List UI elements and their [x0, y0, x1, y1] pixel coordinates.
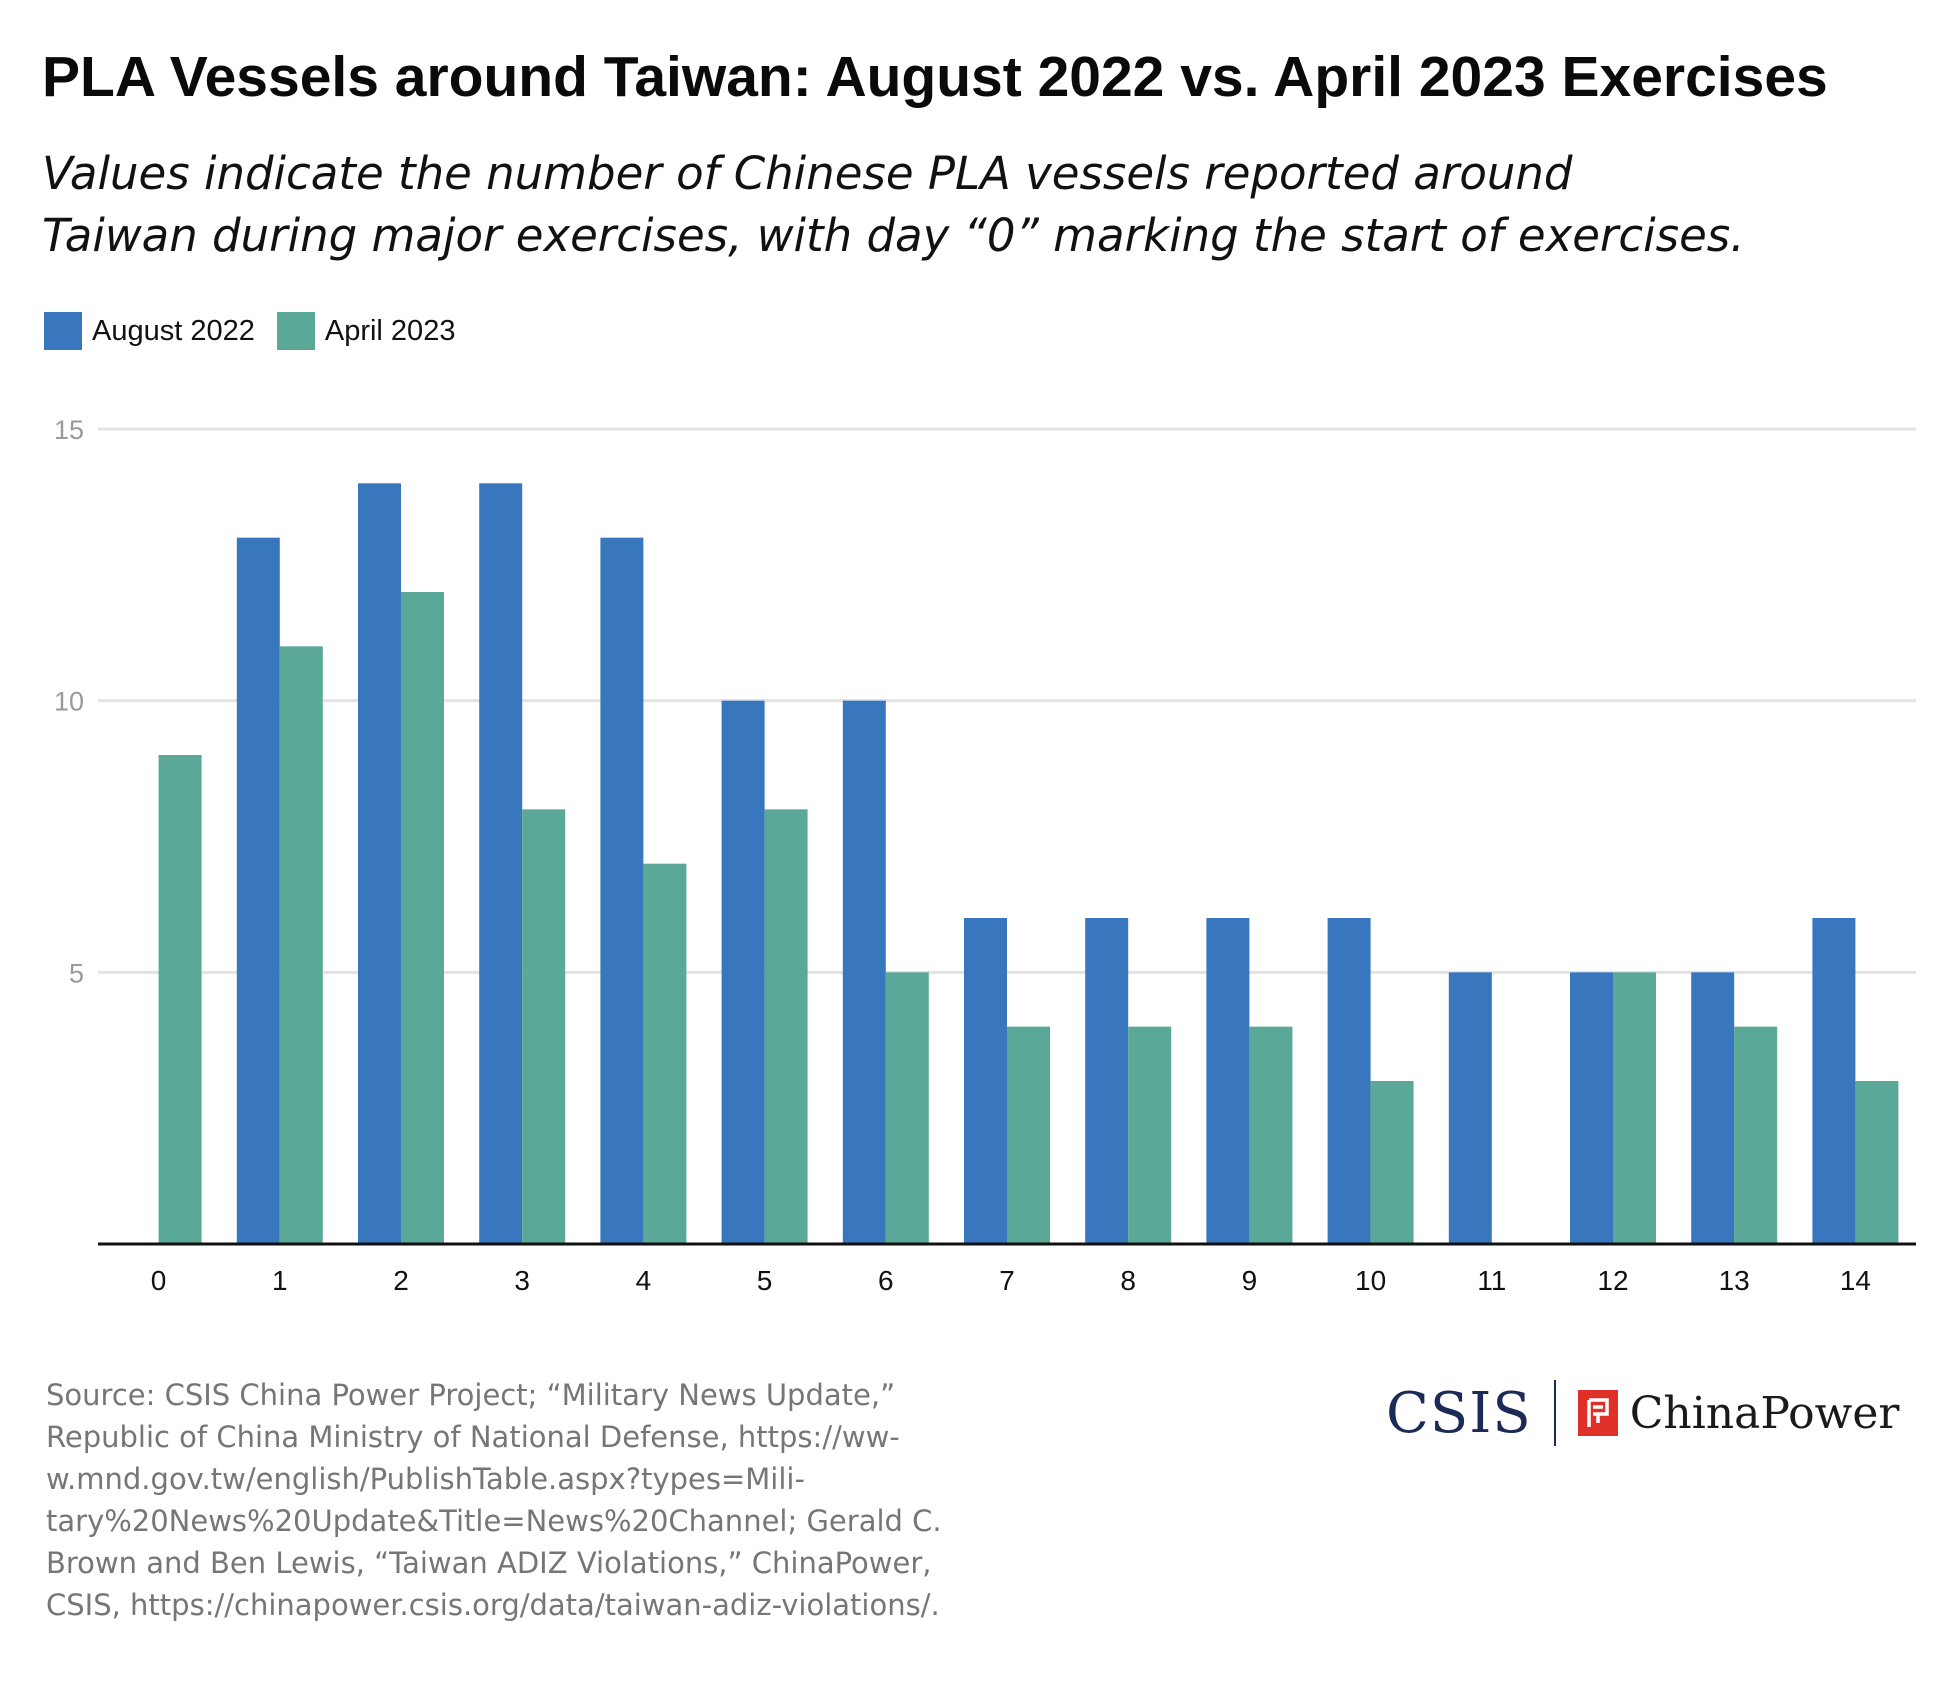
x-tick-label: 8: [1120, 1265, 1136, 1296]
bar-april-2023-day-4: [643, 863, 687, 1244]
bar-august-2022-day-6: [842, 700, 886, 1244]
csis-chinapower-logo: CSIS ChinaPower: [1386, 1378, 1899, 1448]
legend-item-april-2023: April 2023: [276, 312, 456, 350]
source-line-3: w.mnd.gov.tw/english/PublishTable.aspx?t…: [46, 1462, 805, 1496]
x-tick-label: 11: [1477, 1265, 1506, 1296]
chinapower-logo-text: ChinaPower: [1629, 1387, 1900, 1439]
bar-august-2022-day-4: [600, 537, 644, 1244]
bar-april-2023-day-6: [885, 972, 929, 1244]
legend-swatch-august-2022: [44, 312, 82, 350]
bar-april-2023-day-14: [1855, 1081, 1899, 1244]
x-tick-label: 12: [1597, 1265, 1628, 1296]
x-tick-label: 14: [1840, 1265, 1871, 1296]
subtitle-line-2: Taiwan during major exercises, with day …: [42, 209, 1745, 262]
x-tick-label: 4: [636, 1265, 652, 1296]
bar-april-2023-day-5: [764, 809, 808, 1244]
x-tick-label: 10: [1355, 1265, 1386, 1296]
x-tick-label: 13: [1719, 1265, 1750, 1296]
source-line-5: Brown and Ben Lewis, “Taiwan ADIZ Violat…: [46, 1546, 932, 1580]
bar-august-2022-day-14: [1812, 918, 1856, 1244]
bar-april-2023-day-8: [1128, 1026, 1172, 1244]
bar-august-2022-day-7: [964, 918, 1007, 1244]
bar-august-2022-day-2: [358, 483, 401, 1244]
x-tick-label: 6: [878, 1265, 894, 1296]
bar-august-2022-day-11: [1448, 972, 1492, 1244]
bar-april-2023-day-7: [1007, 1026, 1050, 1244]
x-tick-label: 7: [999, 1265, 1015, 1296]
subtitle-line-1: Values indicate the number of Chinese PL…: [42, 147, 1573, 200]
y-tick-label: 15: [54, 415, 84, 445]
x-tick-label: 1: [272, 1265, 288, 1296]
x-tick-label: 5: [757, 1265, 773, 1296]
bar-august-2022-day-5: [721, 700, 765, 1244]
y-tick-label: 5: [69, 958, 84, 988]
bar-april-2023-day-2: [401, 592, 444, 1244]
x-tick-label: 9: [1242, 1265, 1258, 1296]
legend-label-april-2023: April 2023: [324, 314, 456, 347]
bar-april-2023-day-10: [1370, 1081, 1414, 1244]
bar-august-2022-day-8: [1085, 918, 1129, 1244]
legend-label-august-2022: August 2022: [92, 314, 255, 347]
y-tick-label: 10: [54, 687, 84, 717]
chart-title: PLA Vessels around Taiwan: August 2022 v…: [42, 45, 1828, 109]
legend-item-august-2022: August 2022: [44, 312, 255, 350]
bar-april-2023-day-3: [522, 809, 566, 1244]
bar-august-2022-day-9: [1206, 918, 1250, 1244]
bar-april-2023-day-13: [1734, 1026, 1778, 1244]
source-line-4: tary%20News%20Update&Title=News%20Channe…: [46, 1504, 942, 1538]
chart-subtitle: Values indicate the number of Chinese PL…: [42, 143, 1922, 267]
bar-august-2022-day-10: [1327, 918, 1371, 1244]
source-line-6: CSIS, https://chinapower.csis.org/data/t…: [46, 1588, 940, 1622]
bar-april-2023-day-0: [158, 755, 202, 1244]
source-note: Source: CSIS China Power Project; “Milit…: [46, 1374, 1066, 1626]
bar-april-2023-day-1: [279, 646, 323, 1244]
x-tick-label: 3: [514, 1265, 530, 1296]
csis-logo-text: CSIS: [1386, 1380, 1532, 1446]
bar-april-2023-day-9: [1249, 1026, 1293, 1244]
x-tick-label: 0: [151, 1265, 167, 1296]
legend-swatch-april-2023: [276, 312, 315, 350]
bar-august-2022-day-1: [236, 537, 280, 1244]
x-tick-label: 2: [393, 1265, 409, 1296]
bar-august-2022-day-3: [479, 483, 523, 1244]
logo-divider: [1553, 1380, 1556, 1446]
chart-legend: August 2022 April 2023: [44, 312, 477, 350]
bar-april-2023-day-12: [1613, 972, 1656, 1244]
chinapower-mark-icon: [1577, 1390, 1618, 1436]
bar-august-2022-day-12: [1570, 972, 1613, 1244]
bar-august-2022-day-13: [1691, 972, 1735, 1244]
source-line-2: Republic of China Ministry of National D…: [46, 1420, 900, 1454]
source-line-1: Source: CSIS China Power Project; “Milit…: [46, 1378, 896, 1412]
